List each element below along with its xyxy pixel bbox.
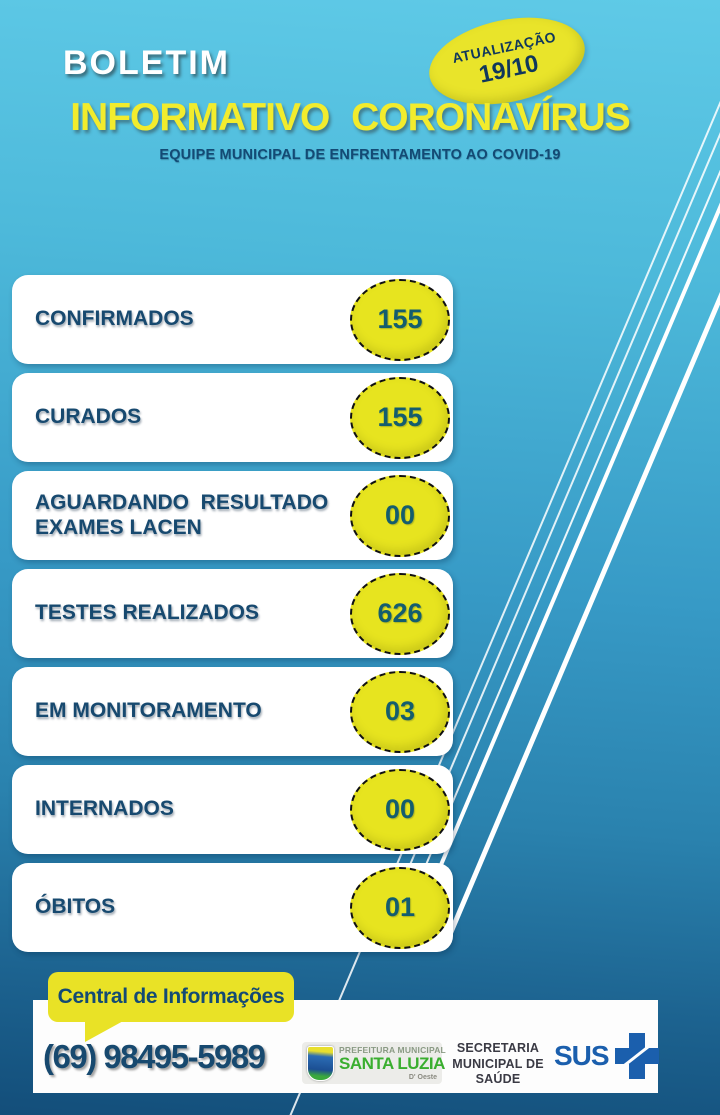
stat-value: 01 xyxy=(384,892,416,922)
stat-card-aguardando-lacen: AGUARDANDO RESULTADO EXAMES LACEN 00 xyxy=(12,471,453,560)
stat-value-badge: 01 xyxy=(350,866,450,949)
stat-card-curados: CURADOS 155 xyxy=(12,373,453,462)
secretaria-saude-label: SECRETARIA MUNICIPAL DE SAÚDE xyxy=(425,1041,571,1088)
phone-number: (69) 98495-5989 xyxy=(43,1038,266,1075)
footer-bar: (69) 98495-5989 PREFEITURA MUNICIPAL SAN… xyxy=(33,1000,659,1093)
stats-list: CONFIRMADOS 155 CURADOS 155 AGUARDANDO R… xyxy=(12,275,453,952)
city-name-suffix: D' Oeste xyxy=(408,1073,437,1081)
stat-value: 00 xyxy=(384,500,416,530)
info-center-label: Central de Informações xyxy=(57,985,285,1008)
stat-value-badge: 626 xyxy=(350,572,450,655)
sus-label: SUS xyxy=(554,1040,610,1071)
stat-value-badge: 155 xyxy=(350,278,450,361)
city-coat-of-arms-icon xyxy=(307,1045,334,1081)
stat-value-badge: 00 xyxy=(350,768,450,851)
stat-value: 00 xyxy=(384,794,416,824)
stat-label: ÓBITOS xyxy=(35,895,116,919)
team-subtitle: EQUIPE MUNICIPAL DE ENFRENTAMENTO AO COV… xyxy=(159,147,561,163)
sus-logo: SUS xyxy=(554,1033,659,1079)
stat-card-obitos: ÓBITOS 01 xyxy=(12,863,453,952)
stat-label: TESTES REALIZADOS xyxy=(35,601,260,625)
prefeitura-logo: PREFEITURA MUNICIPAL SANTA LUZIA D' Oest… xyxy=(302,1042,446,1084)
stat-value: 03 xyxy=(384,696,416,726)
stat-card-testes-realizados: TESTES REALIZADOS 626 xyxy=(12,569,453,658)
stat-value-badge: 155 xyxy=(350,376,450,459)
stat-value: 155 xyxy=(377,304,423,334)
stat-value-badge: 00 xyxy=(350,474,450,557)
speech-bubble-tail xyxy=(85,1020,125,1042)
stat-label: EM MONITORAMENTO xyxy=(35,699,262,723)
stat-value: 155 xyxy=(377,402,423,432)
prefeitura-label: PREFEITURA MUNICIPAL xyxy=(339,1045,446,1056)
city-name: SANTA LUZIA xyxy=(339,1054,445,1074)
secretaria-line: SAÚDE xyxy=(475,1072,521,1087)
sus-cross-icon xyxy=(614,1033,659,1079)
stat-label: AGUARDANDO RESULTADO EXAMES LACEN xyxy=(35,490,329,539)
stat-card-internados: INTERNADOS 00 xyxy=(12,765,453,854)
stat-label: CONFIRMADOS xyxy=(35,307,194,331)
page-subtitle-main: INFORMATIVO CORONAVÍRUS xyxy=(70,96,631,139)
stat-value-badge: 03 xyxy=(350,670,450,753)
stat-label: INTERNADOS xyxy=(35,797,174,821)
diagonal-line xyxy=(445,0,720,941)
secretaria-line: MUNICIPAL DE xyxy=(452,1056,544,1071)
page-title: BOLETIM xyxy=(63,44,230,82)
prefeitura-logo-text: PREFEITURA MUNICIPAL SANTA LUZIA D' Oest… xyxy=(339,1045,446,1081)
info-center-bubble: Central de Informações xyxy=(48,972,294,1022)
stat-label: CURADOS xyxy=(35,405,142,429)
secretaria-line: SECRETARIA xyxy=(456,1041,540,1055)
stat-value: 626 xyxy=(377,598,423,628)
stat-card-confirmados: CONFIRMADOS 155 xyxy=(12,275,453,364)
stat-card-em-monitoramento: EM MONITORAMENTO 03 xyxy=(12,667,453,756)
